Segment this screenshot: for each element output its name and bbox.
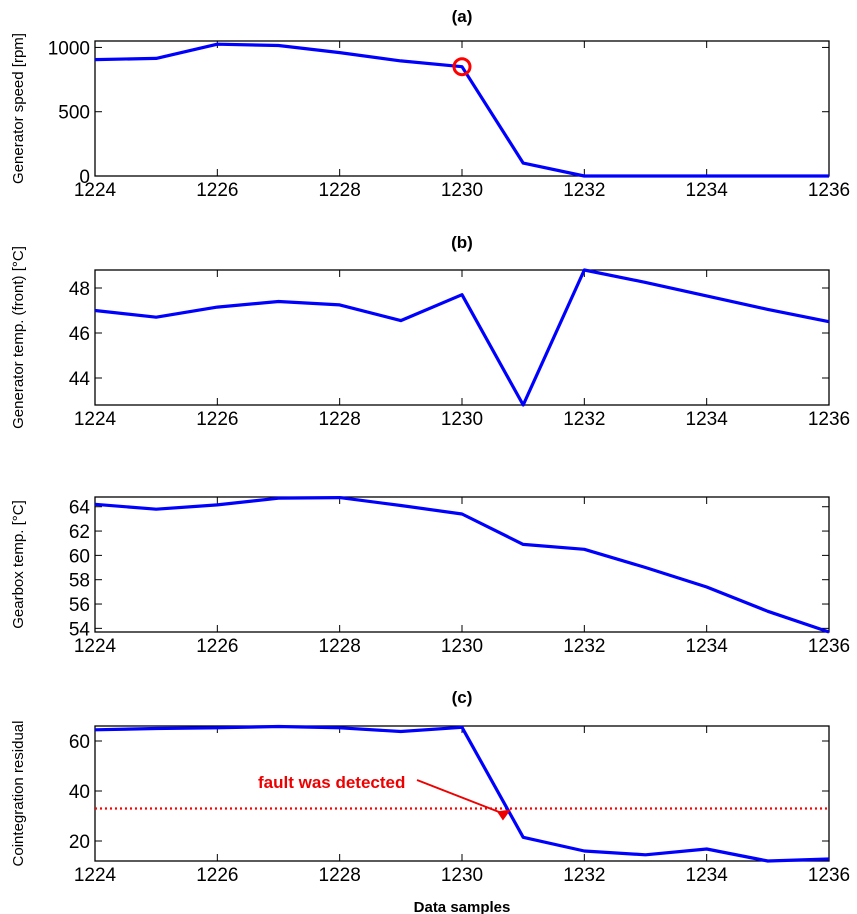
- panel2-xtick-label: 1232: [563, 409, 605, 430]
- panel3-xtick-label: 1234: [686, 636, 729, 657]
- panel1-xtick-label: 1228: [319, 180, 361, 201]
- panel3-ytick-label: 64: [69, 498, 91, 519]
- panel4-ytick-label: 40: [69, 782, 90, 803]
- panel4-xlabel: Data samples: [414, 899, 511, 914]
- panel1-xtick-label: 1236: [808, 180, 850, 201]
- panel1-axes-frame: [94, 40, 830, 177]
- panel4-xtick-label: 1230: [441, 865, 483, 886]
- panel4-annotation-arrowhead: [496, 809, 511, 821]
- panel2-series-line: [94, 268, 830, 407]
- panel2-axes-frame: [94, 269, 830, 406]
- panel3-xtick-label: 1224: [74, 636, 117, 657]
- panel4-series-line: [94, 724, 830, 863]
- panel3-ytick-label: 58: [69, 571, 90, 592]
- panel1-title: (a): [452, 7, 473, 26]
- panel4-xtick-label: 1228: [319, 865, 361, 886]
- panel3-series-line: [94, 496, 830, 634]
- panel4-annotation-text: fault was detected: [258, 773, 405, 792]
- panel4-ytick-label: 20: [69, 832, 90, 853]
- panel1-xtick-label: 1230: [441, 180, 483, 201]
- panel2-ytick-label: 48: [69, 279, 90, 300]
- panel4-ytick-label: 60: [69, 732, 90, 753]
- panel4-ylabel: Cointegration residual: [10, 721, 27, 867]
- panel2-xtick-label: 1228: [319, 409, 361, 430]
- panel1-xtick-label: 1232: [563, 180, 605, 201]
- panel1-xtick-label: 1224: [74, 180, 117, 201]
- panel4-title: (c): [452, 688, 473, 707]
- panel2-xtick-label: 1234: [686, 409, 729, 430]
- panel3-xtick-label: 1236: [808, 636, 850, 657]
- panel3-axes-frame: [94, 496, 830, 633]
- panel1-ytick-label: 500: [58, 103, 90, 124]
- panel4-xtick-label: 1236: [808, 865, 850, 886]
- panel2-ytick-label: 44: [69, 369, 91, 390]
- panel4-annotation-arrow-line: [416, 779, 504, 815]
- panel1-ylabel: Generator speed [rpm]: [10, 33, 27, 184]
- panel3-xtick-label: 1226: [196, 636, 238, 657]
- panel4-xtick-label: 1232: [563, 865, 605, 886]
- panel1-series-line: [94, 42, 829, 178]
- panel1-ytick-label: 1000: [48, 38, 90, 59]
- panel4-axes-frame: [94, 725, 830, 862]
- panel3-ytick-label: 56: [69, 595, 90, 616]
- panel2-xtick-label: 1226: [196, 409, 238, 430]
- panel3-xtick-label: 1228: [319, 636, 361, 657]
- panel1-xtick-label: 1234: [686, 180, 729, 201]
- panel1-marker-circle: [452, 57, 472, 77]
- panel2-xtick-label: 1236: [808, 409, 850, 430]
- panel1-xtick-label: 1226: [196, 180, 238, 201]
- panel2-ytick-label: 46: [69, 324, 90, 345]
- panel2-title: (b): [451, 233, 473, 252]
- panel1-ytick-label: 0: [79, 167, 90, 188]
- panel4-xtick-label: 1224: [74, 865, 117, 886]
- panel3-xtick-label: 1232: [563, 636, 605, 657]
- panel4-xtick-label: 1226: [196, 865, 238, 886]
- panel3-ylabel: Gearbox temp. [°C]: [10, 500, 27, 629]
- panel4-xtick-label: 1234: [686, 865, 729, 886]
- panel3-ytick-label: 62: [69, 522, 90, 543]
- panel2-ylabel: Generator temp. (front) [°C]: [10, 246, 27, 429]
- panel3-ytick-label: 54: [69, 619, 91, 640]
- panel3-ytick-label: 60: [69, 546, 90, 567]
- panel2-xtick-label: 1230: [441, 409, 483, 430]
- panel3-xtick-label: 1230: [441, 636, 483, 657]
- panel2-xtick-label: 1224: [74, 409, 117, 430]
